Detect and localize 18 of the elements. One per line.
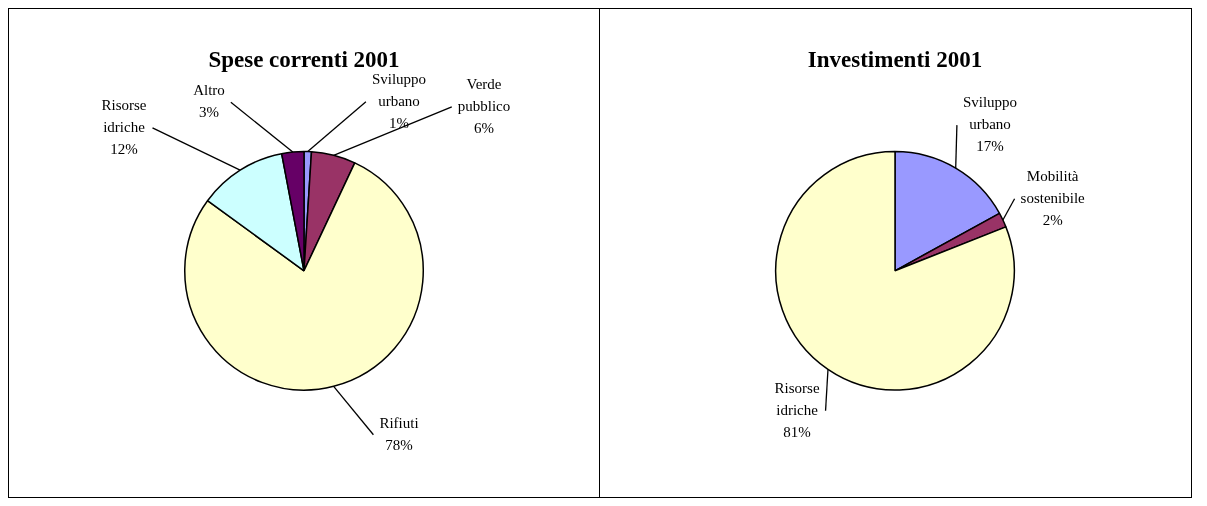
data-label: 81% xyxy=(783,423,811,440)
slice-label: Verde pubblico xyxy=(457,75,511,114)
slice-label: Rifiuti xyxy=(379,414,419,431)
data-label: 2% xyxy=(1042,211,1063,228)
data-label: 3% xyxy=(199,104,219,121)
chart-title: Investimenti 2001 xyxy=(807,46,983,72)
slice-label: Altro xyxy=(193,82,225,99)
slice-label: Sviluppo urbano xyxy=(371,70,427,109)
slice-label: Mobilità sostenibile xyxy=(1020,167,1086,206)
data-label: 6% xyxy=(474,119,494,136)
data-label: 1% xyxy=(389,114,409,131)
slice-label: Sviluppo urbano xyxy=(962,94,1018,133)
chart-title: Spese correnti 2001 xyxy=(208,46,400,72)
data-label: 12% xyxy=(110,140,138,157)
data-label: 78% xyxy=(385,436,413,453)
slice-label: Risorse idriche xyxy=(101,96,147,135)
slice-label: Risorse idriche xyxy=(774,379,820,418)
data-label: 17% xyxy=(976,138,1004,155)
